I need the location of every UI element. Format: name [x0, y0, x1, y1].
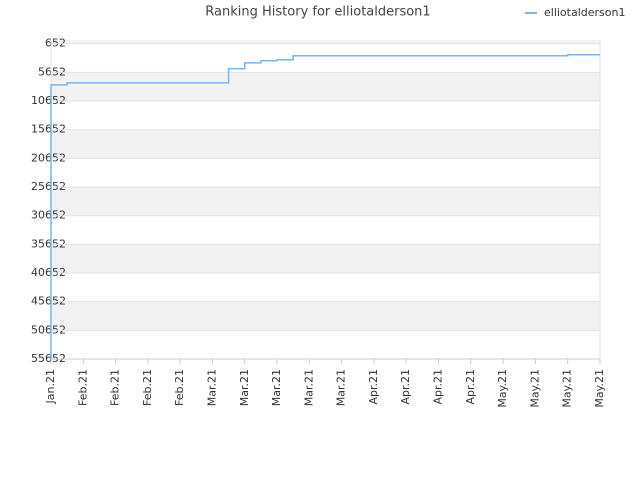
x-tick-label: May.21 — [496, 369, 509, 408]
x-tick-label: Mar.21 — [270, 369, 283, 406]
grid-band — [51, 244, 600, 274]
x-tick-label: Apr.21 — [399, 369, 412, 405]
y-tick-label: 35652 — [31, 237, 66, 250]
y-tick-label: 20652 — [31, 151, 66, 164]
x-tick-label: May.21 — [593, 369, 606, 408]
x-tick-label: Feb.21 — [76, 369, 89, 406]
x-tick-label: Mar.21 — [302, 369, 315, 406]
x-tick-label: May.21 — [561, 369, 574, 408]
y-tick-label: 55652 — [31, 352, 66, 365]
x-tick-label: Feb.21 — [109, 369, 122, 406]
grid-band — [51, 301, 600, 331]
grid-band — [51, 72, 600, 102]
y-tick-label: 45652 — [31, 295, 66, 308]
x-tick-label: Feb.21 — [173, 369, 186, 406]
grid-band — [51, 129, 600, 159]
x-tick-label: Mar.21 — [205, 369, 218, 406]
y-tick-label: 25652 — [31, 180, 66, 193]
x-tick-label: Apr.21 — [464, 369, 477, 405]
y-tick-label: 15652 — [31, 123, 66, 136]
legend-label: elliotalderson1 — [544, 6, 625, 19]
x-tick-label: Jan.21 — [44, 369, 57, 404]
x-tick-label: Mar.21 — [238, 369, 251, 406]
series-line — [50, 54, 600, 359]
y-tick-label: 30652 — [31, 209, 66, 222]
grid-band — [51, 40, 600, 44]
y-tick-label: 40652 — [31, 266, 66, 279]
chart-title: Ranking History for elliotalderson1 — [205, 5, 430, 20]
grid-band — [51, 187, 600, 216]
x-tick-label: May.21 — [528, 369, 541, 408]
x-tick-label: Mar.21 — [335, 369, 348, 406]
x-tick-label: Feb.21 — [141, 369, 154, 406]
y-tick-label: 10652 — [31, 94, 66, 107]
x-tick-label: Apr.21 — [432, 369, 445, 405]
y-tick-label: 50652 — [31, 323, 66, 336]
x-tick-label: Apr.21 — [367, 369, 380, 405]
